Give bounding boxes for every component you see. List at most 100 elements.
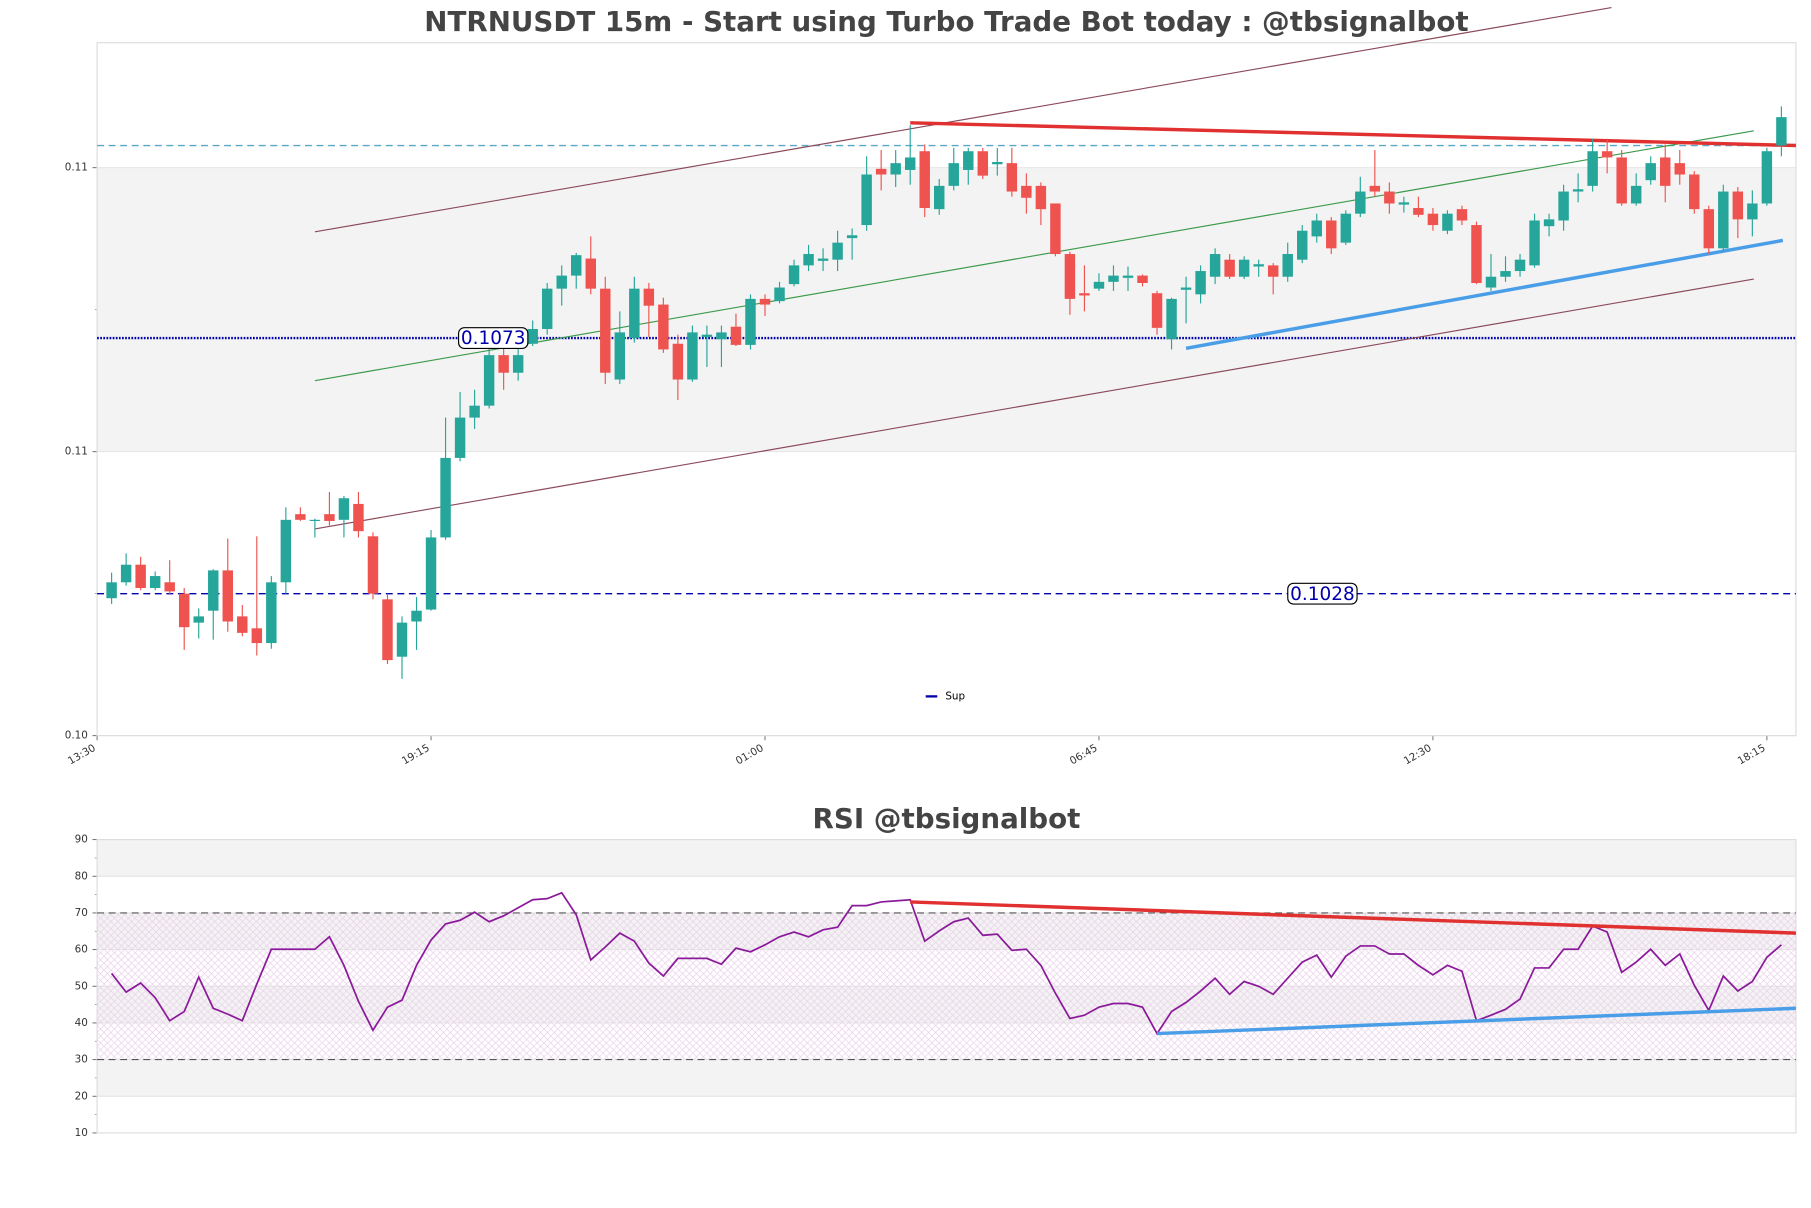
candle-body (1529, 220, 1540, 266)
candle-body (716, 332, 727, 340)
candle-body (164, 582, 175, 592)
rsi-line (110, 891, 1782, 1036)
candle-body (1761, 151, 1773, 204)
trend-line (314, 6, 1612, 233)
candle-body (1151, 293, 1163, 328)
candle-body (353, 503, 364, 532)
candle-body (1427, 213, 1439, 226)
candle-body (1384, 191, 1395, 204)
candle-body (280, 519, 292, 583)
y-tick-label: 0.11 (65, 162, 88, 174)
candle-body (890, 163, 901, 175)
candle-body (745, 298, 756, 345)
candle-body (571, 255, 582, 276)
candle-body (1355, 191, 1366, 214)
candle-body (469, 405, 480, 418)
candle-body (1485, 276, 1497, 288)
trend-line (910, 900, 1796, 935)
candle-body (193, 616, 204, 623)
candle-body (687, 332, 698, 380)
candle-body (1238, 259, 1250, 277)
level-label-box (1287, 582, 1358, 605)
candle-body (1050, 203, 1061, 255)
candle-body (512, 355, 524, 373)
y-tick-label: 20 (75, 1090, 88, 1102)
candle-body (1514, 259, 1526, 272)
candle-body (1718, 191, 1729, 249)
candle-body (904, 157, 916, 170)
candle-body (730, 326, 742, 345)
candle-body (1340, 213, 1352, 243)
trend-line (1185, 238, 1784, 351)
candle-body (1572, 189, 1584, 192)
candle-body (817, 258, 829, 261)
candle-body (672, 343, 684, 380)
y-tick-label: 60 (75, 944, 88, 956)
candle-body (1442, 213, 1453, 231)
candle-body (919, 151, 930, 209)
candle-body (541, 288, 553, 329)
legend-label: Sup (945, 690, 965, 702)
candle-body (483, 355, 495, 406)
trend-line (1156, 1006, 1796, 1036)
candle-body (149, 576, 161, 588)
candle-body (1558, 191, 1569, 221)
y-tick-label: 70 (75, 907, 88, 919)
candle-body (948, 163, 959, 186)
chart-title: NTRNUSDT 15m - Start using Turbo Trade B… (424, 5, 1468, 38)
candle-body (832, 242, 843, 260)
candle-body (629, 288, 640, 339)
candle-body (295, 514, 306, 520)
candle-body (498, 355, 509, 373)
candle-body (1064, 254, 1076, 299)
candle-body (367, 536, 379, 594)
candle-body (1021, 185, 1032, 198)
candle-body (411, 610, 422, 622)
candle-body (324, 514, 335, 521)
candle-body (643, 288, 655, 306)
candle-body (1601, 151, 1613, 158)
candle-body (440, 457, 451, 538)
candle-body (977, 151, 989, 176)
y-tick-label: 50 (75, 980, 88, 992)
candle-body (1297, 230, 1308, 260)
candle-body (1471, 225, 1482, 283)
candle-body (1122, 275, 1134, 278)
candle-body (1267, 265, 1279, 277)
candle-body (1180, 287, 1192, 290)
trend-line (314, 278, 1754, 530)
candle-body (1311, 220, 1322, 237)
candle-body (266, 582, 277, 644)
candle-body (208, 570, 219, 611)
candle-body (614, 332, 626, 380)
candle-body (1253, 264, 1264, 267)
plot-frame (96, 42, 1797, 737)
grid-band (97, 839, 1796, 877)
candle-body (658, 304, 669, 350)
trend-line (314, 130, 1754, 382)
candle-body (120, 564, 132, 583)
candle-body (1326, 220, 1337, 249)
candle-body (1645, 163, 1656, 181)
y-tick-label: 30 (75, 1054, 88, 1066)
candle-body (774, 287, 785, 302)
candle-body (338, 498, 350, 520)
y-tick-label: 40 (75, 1017, 88, 1029)
grid-band (97, 1059, 1796, 1097)
y-tick-label: 80 (75, 870, 88, 882)
candle-body (251, 628, 263, 644)
candle-body (759, 298, 771, 305)
candle-body (846, 235, 858, 239)
candle-body (600, 288, 611, 373)
candle-body (454, 417, 466, 458)
candle-body (1079, 293, 1090, 296)
candle-body (1006, 163, 1018, 192)
trend-line (910, 121, 1796, 148)
candle-body (1195, 271, 1206, 295)
candle-body (1224, 259, 1235, 277)
candle-body (875, 168, 887, 175)
candle-body (382, 599, 393, 661)
y-tick-label: 0.10 (65, 730, 88, 742)
rsi-band (97, 912, 1796, 1060)
level-label-box (457, 327, 529, 350)
